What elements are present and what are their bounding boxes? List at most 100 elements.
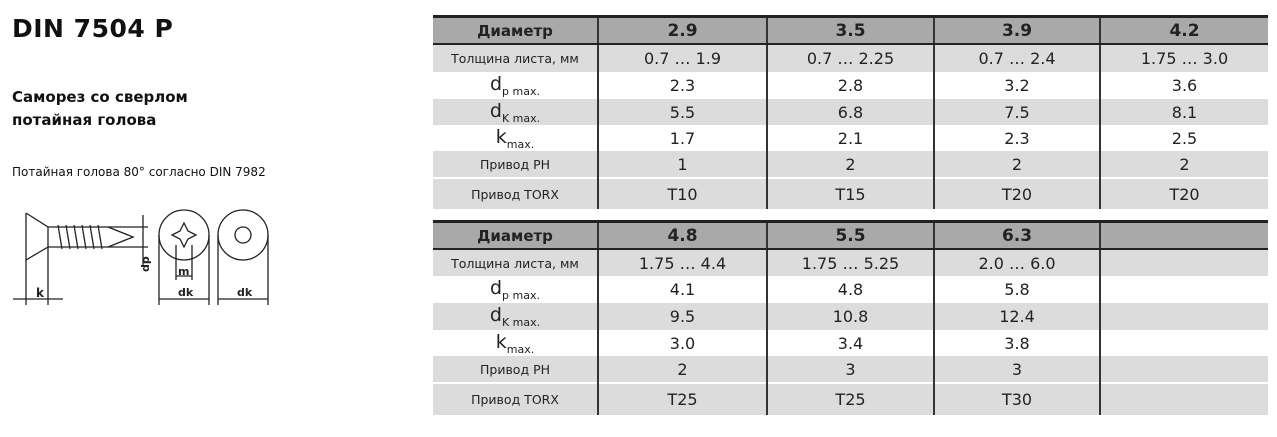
- row-torx: Привод TORX T25 T25 T30: [433, 382, 1268, 415]
- torx-head-view: [217, 209, 269, 305]
- cell: 3.5: [766, 15, 934, 45]
- cell: 2: [597, 356, 767, 383]
- cell: T30: [933, 382, 1100, 415]
- screw-side-view: [13, 212, 148, 305]
- row-torx: Привод TORX T10 T15 T20 T20: [433, 177, 1268, 209]
- label-dk: dK max.: [433, 303, 598, 330]
- phillips-head-view: [158, 209, 210, 305]
- cell: 9.5: [597, 303, 767, 330]
- cell: 1.75 … 3.0: [1099, 44, 1268, 72]
- label-thickness: Толщина листа, мм: [433, 249, 598, 276]
- subtitle-line-2: потайная голова: [12, 111, 157, 129]
- cell: T25: [766, 382, 934, 415]
- cell: 5.8: [933, 276, 1100, 303]
- cell: 4.2: [1099, 15, 1268, 45]
- cell: 1.75 … 5.25: [766, 249, 934, 276]
- label-torx: Привод TORX: [433, 177, 598, 209]
- row-diameter: Диаметр 2.9 3.5 3.9 4.2: [433, 15, 1268, 45]
- cell: [1099, 249, 1268, 276]
- row-dk: dK max. 5.5 6.8 7.5 8.1: [433, 99, 1268, 125]
- label-ph: Привод PH: [433, 151, 598, 178]
- spec-table-2: Диаметр 4.8 5.5 6.3 Толщина листа, мм 1.…: [433, 220, 1268, 415]
- cell: 2: [933, 151, 1100, 178]
- cell: 0.7 … 2.25: [766, 44, 934, 72]
- subtitle-line-1: Саморез со сверлом: [12, 88, 188, 106]
- cell: 4.8: [597, 220, 767, 250]
- row-ph: Привод PH 1 2 2 2: [433, 151, 1268, 178]
- row-dp: dp max. 2.3 2.8 3.2 3.6: [433, 72, 1268, 99]
- cell: 6.8: [766, 99, 934, 125]
- cell: 3.8: [933, 330, 1100, 356]
- row-diameter: Диаметр 4.8 5.5 6.3: [433, 220, 1268, 250]
- cell: T15: [766, 177, 934, 209]
- label-k: k: [36, 286, 45, 300]
- cell: 1.75 … 4.4: [597, 249, 767, 276]
- cell: 3.0: [597, 330, 767, 356]
- row-k: kmax. 3.0 3.4 3.8: [433, 330, 1268, 356]
- label-dk-phillips: dk: [178, 286, 194, 299]
- cell: 5.5: [766, 220, 934, 250]
- row-thickness: Толщина листа, мм 0.7 … 1.9 0.7 … 2.25 0…: [433, 44, 1268, 72]
- cell: 8.1: [1099, 99, 1268, 125]
- label-diameter: Диаметр: [433, 15, 598, 45]
- cell: 2.3: [597, 72, 767, 99]
- cell: 3.6: [1099, 72, 1268, 99]
- cell: 3: [766, 356, 934, 383]
- label-torx: Привод TORX: [433, 382, 598, 415]
- label-diameter: Диаметр: [433, 220, 598, 250]
- cell: T10: [597, 177, 767, 209]
- label-ph: Привод PH: [433, 356, 598, 383]
- screw-drawing: k dp m dk dk: [13, 209, 269, 305]
- cell: [1099, 356, 1268, 383]
- cell: 2.9: [597, 15, 767, 45]
- cell: T25: [597, 382, 767, 415]
- cell: 2.1: [766, 125, 934, 151]
- cell: 3.2: [933, 72, 1100, 99]
- product-subtitle: Саморез со сверлом потайная голова: [12, 86, 232, 132]
- cell: 2.5: [1099, 125, 1268, 151]
- cell: 3.4: [766, 330, 934, 356]
- cell: [1099, 220, 1268, 250]
- cell: T20: [1099, 177, 1268, 209]
- row-ph: Привод PH 2 3 3: [433, 356, 1268, 383]
- label-k: kmax.: [433, 330, 598, 356]
- page-title: DIN 7504 P: [12, 14, 174, 43]
- cell: 0.7 … 1.9: [597, 44, 767, 72]
- cell: T20: [933, 177, 1100, 209]
- label-dp: dp max.: [433, 276, 598, 303]
- cell: 5.5: [597, 99, 767, 125]
- cell: 1.7: [597, 125, 767, 151]
- row-dk: dK max. 9.5 10.8 12.4: [433, 303, 1268, 330]
- row-k: kmax. 1.7 2.1 2.3 2.5: [433, 125, 1268, 151]
- cell: 2: [1099, 151, 1268, 178]
- cell: 4.8: [766, 276, 934, 303]
- cell: 7.5: [933, 99, 1100, 125]
- label-dp: dp: [139, 256, 152, 272]
- cell: 3.9: [933, 15, 1100, 45]
- label-dk-torx: dk: [237, 286, 253, 299]
- label-k: kmax.: [433, 125, 598, 151]
- cell: 6.3: [933, 220, 1100, 250]
- row-dp: dp max. 4.1 4.8 5.8: [433, 276, 1268, 303]
- cell: [1099, 276, 1268, 303]
- label-dk: dK max.: [433, 99, 598, 125]
- label-m: m: [178, 265, 189, 278]
- cell: [1099, 303, 1268, 330]
- label-thickness: Толщина листа, мм: [433, 44, 598, 72]
- cell: 2: [766, 151, 934, 178]
- spec-table-1: Диаметр 2.9 3.5 3.9 4.2 Толщина листа, м…: [433, 15, 1268, 209]
- cell: 10.8: [766, 303, 934, 330]
- cell: [1099, 330, 1268, 356]
- label-dp: dp max.: [433, 72, 598, 99]
- cell: 12.4: [933, 303, 1100, 330]
- cell: 2.0 … 6.0: [933, 249, 1100, 276]
- head-note: Потайная голова 80° согласно DIN 7982: [12, 165, 266, 179]
- row-thickness: Толщина листа, мм 1.75 … 4.4 1.75 … 5.25…: [433, 249, 1268, 276]
- cell: 4.1: [597, 276, 767, 303]
- cell: 0.7 … 2.4: [933, 44, 1100, 72]
- cell: 2.3: [933, 125, 1100, 151]
- cell: 3: [933, 356, 1100, 383]
- cell: [1099, 382, 1268, 415]
- cell: 2.8: [766, 72, 934, 99]
- cell: 1: [597, 151, 767, 178]
